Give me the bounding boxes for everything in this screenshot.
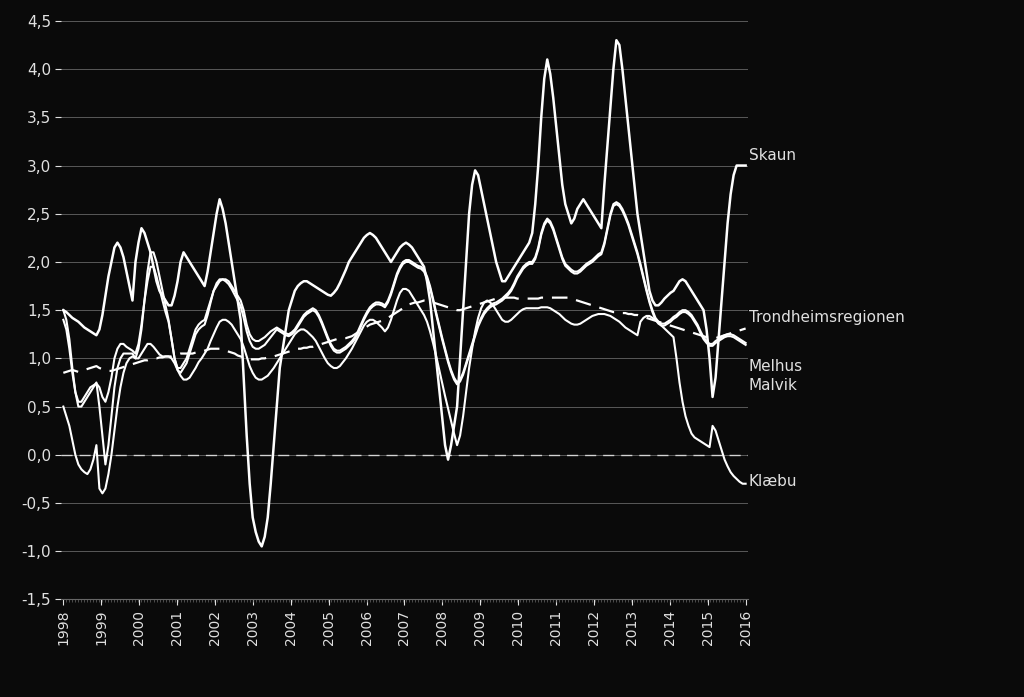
- Text: Trondheimsregionen: Trondheimsregionen: [749, 310, 904, 325]
- Text: Klæbu: Klæbu: [749, 474, 797, 489]
- Text: Skaun: Skaun: [749, 148, 796, 163]
- Text: Malvik: Malvik: [749, 378, 798, 393]
- Text: Melhus: Melhus: [749, 358, 803, 374]
